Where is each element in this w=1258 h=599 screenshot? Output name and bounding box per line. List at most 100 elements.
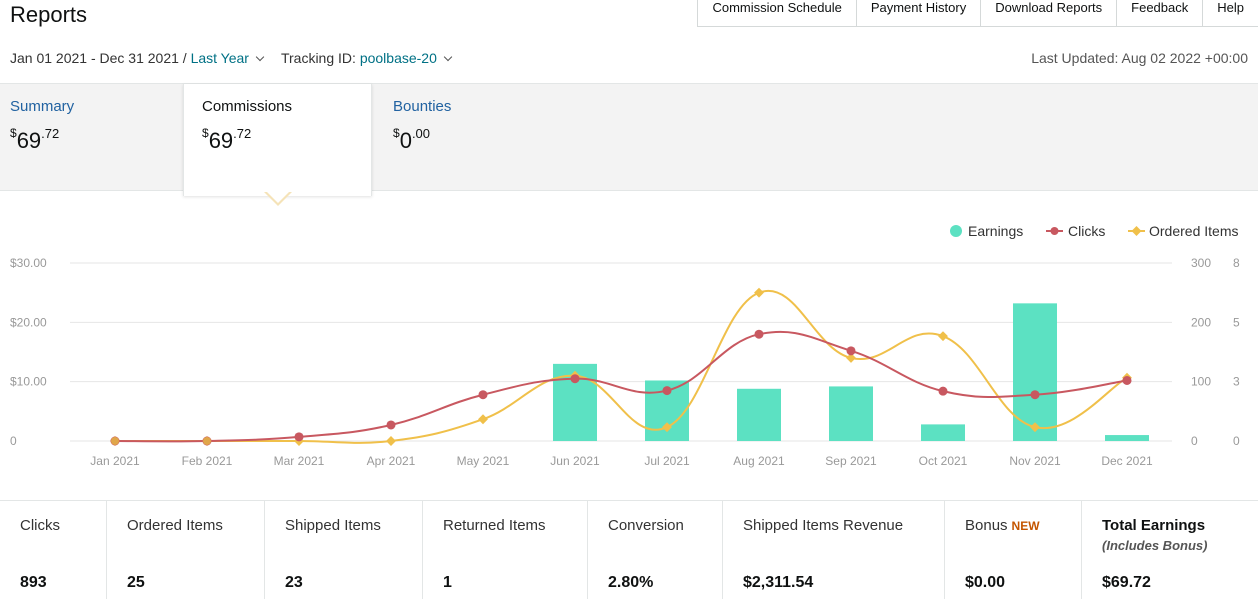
tab-commissions[interactable]: Commissions $69.72 xyxy=(183,84,372,196)
tab-bounties[interactable]: Bounties $0.00 xyxy=(383,84,583,192)
top-nav: Commission Schedule Payment History Down… xyxy=(697,0,1258,27)
page-title: Reports xyxy=(10,2,88,27)
date-preset-dropdown[interactable]: Last Year xyxy=(191,50,265,66)
stat-value: 893 xyxy=(20,574,47,591)
earnings-bar xyxy=(1105,435,1149,441)
y-right2-tick-label: 8 xyxy=(1233,256,1240,270)
summary-amount: $69.72 xyxy=(10,123,172,154)
stat-shipped-revenue: Shipped Items Revenue $2,311.54 xyxy=(723,501,945,599)
stat-bonus: Bonus NEW $0.00 xyxy=(945,501,1082,599)
zero-point xyxy=(203,437,211,445)
y-right2-tick-label: 0 xyxy=(1233,434,1240,448)
y-right2-tick-label: 5 xyxy=(1233,315,1240,329)
commissions-amount: $69.72 xyxy=(202,123,361,154)
y-left-tick-label: $10.00 xyxy=(10,375,47,389)
stat-value: $2,311.54 xyxy=(743,574,814,591)
ordered-items-point xyxy=(754,287,764,298)
ordered-items-point xyxy=(938,331,948,342)
stat-shipped-items: Shipped Items 23 xyxy=(265,501,423,599)
stats-bar: Clicks 893 Ordered Items 25 Shipped Item… xyxy=(0,500,1258,599)
bonus-label: Bonus xyxy=(965,517,1008,534)
stat-label: Returned Items xyxy=(443,517,546,534)
x-tick-label: Jul 2021 xyxy=(644,454,690,468)
tracking-id-dropdown[interactable]: poolbase-20 xyxy=(359,50,453,66)
date-range-text: Jan 01 2021 - Dec 31 2021 / xyxy=(10,50,187,66)
tab-commissions-label: Commissions xyxy=(202,98,293,115)
currency-symbol: $ xyxy=(393,126,400,140)
tracking-id-label: Tracking ID: xyxy=(280,50,356,66)
ordered-items-point xyxy=(1030,422,1040,433)
x-tick-label: Feb 2021 xyxy=(182,454,233,468)
payment-history-link[interactable]: Payment History xyxy=(857,0,982,27)
new-badge: NEW xyxy=(1011,519,1040,533)
y-right2-tick-label: 3 xyxy=(1233,375,1240,389)
stat-value: 23 xyxy=(285,574,303,591)
clicks-line xyxy=(114,330,1128,443)
last-updated-text: Last Updated: Aug 02 2022 +00:00 xyxy=(1031,50,1248,66)
stat-clicks: Clicks 893 xyxy=(0,501,107,599)
stat-value: 2.80% xyxy=(608,574,654,591)
stat-label: Shipped Items Revenue xyxy=(743,517,904,534)
x-tick-label: Oct 2021 xyxy=(919,454,968,468)
stat-value: 25 xyxy=(127,574,145,591)
feedback-link[interactable]: Feedback xyxy=(1117,0,1204,27)
active-tab-pointer xyxy=(264,191,292,206)
help-link[interactable]: Help xyxy=(1217,0,1244,15)
x-tick-label: Dec 2021 xyxy=(1101,454,1153,468)
ordered-items-line xyxy=(115,289,1128,444)
clicks-point xyxy=(754,329,764,339)
stat-value: $0.00 xyxy=(965,574,1006,591)
earnings-bar xyxy=(1013,303,1057,441)
tab-bounties-label: Bounties xyxy=(393,98,452,115)
stat-label: Shipped Items xyxy=(285,517,381,534)
earnings-bar xyxy=(829,386,873,441)
commission-schedule-link[interactable]: Commission Schedule xyxy=(698,0,857,27)
stat-sublabel: (Includes Bonus) xyxy=(1102,538,1208,553)
clicks-point xyxy=(478,390,488,400)
zero-point xyxy=(111,437,119,445)
stat-label: Conversion xyxy=(608,517,684,534)
clicks-point xyxy=(1122,375,1132,385)
clicks-point xyxy=(846,346,856,356)
stat-conversion: Conversion 2.80% xyxy=(588,501,723,599)
legend-earnings-label: Earnings xyxy=(968,223,1023,239)
earnings-bar xyxy=(737,388,781,441)
earnings-chart: $30.00 300 8 $20.00 200 5 $10.00 100 3 0 0 0 Jan 202… xyxy=(0,210,1258,490)
amount-fraction: .00 xyxy=(411,126,431,141)
download-reports-link[interactable]: Download Reports xyxy=(981,0,1118,27)
x-tick-label: Apr 2021 xyxy=(367,454,416,468)
x-tick-label: Jun 2021 xyxy=(550,454,600,468)
amount-fraction: .72 xyxy=(41,126,60,141)
legend-clicks-marker xyxy=(1050,227,1059,235)
x-tick-label: Jan 2021 xyxy=(90,454,140,468)
clicks-point xyxy=(386,420,396,430)
stat-label: Total Earnings xyxy=(1102,517,1206,534)
stat-total-earnings: Total Earnings (Includes Bonus) $69.72 xyxy=(1082,501,1258,599)
filter-bar: Jan 01 2021 - Dec 31 2021 / Last Year Tr… xyxy=(10,50,453,66)
ordered-items-point xyxy=(478,414,488,425)
amount-whole: 69 xyxy=(208,128,234,153)
earnings-bar xyxy=(921,424,965,441)
y-right-tick-label: 100 xyxy=(1191,375,1211,389)
amount-whole: 69 xyxy=(16,128,42,153)
legend-earnings-marker xyxy=(950,225,962,237)
y-left-tick-label: 0 xyxy=(10,434,17,448)
clicks-point xyxy=(294,432,304,442)
currency-symbol: $ xyxy=(10,126,17,140)
tracking-id-value: poolbase-20 xyxy=(359,50,437,66)
x-tick-label: Mar 2021 xyxy=(274,454,325,468)
clicks-point xyxy=(570,374,580,384)
ordered-items-point xyxy=(662,422,672,433)
chevron-down-icon xyxy=(443,52,453,62)
tab-summary[interactable]: Summary $69.72 xyxy=(0,84,182,192)
stat-label: Ordered Items xyxy=(127,517,223,534)
stat-label: Bonus NEW xyxy=(965,517,1081,534)
x-tick-label: Sep 2021 xyxy=(825,454,877,468)
legend-clicks-label: Clicks xyxy=(1068,223,1105,239)
amount-whole: 0 xyxy=(399,128,412,153)
bounties-amount: $0.00 xyxy=(393,123,573,154)
stat-label: Clicks xyxy=(20,517,60,534)
chevron-down-icon xyxy=(255,52,265,62)
currency-symbol: $ xyxy=(202,126,209,140)
tab-summary-label: Summary xyxy=(10,98,75,115)
